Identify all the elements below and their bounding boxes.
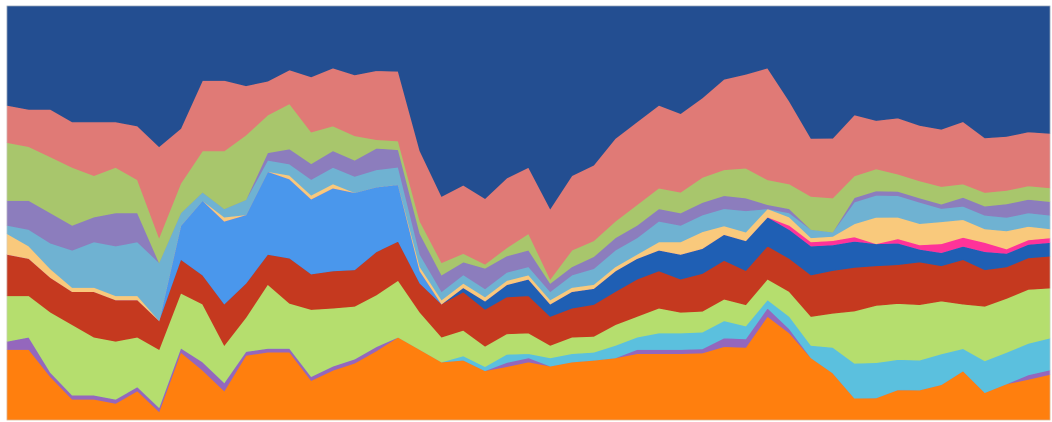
plot-layer [6,5,1051,421]
plot-frame [6,5,1051,421]
